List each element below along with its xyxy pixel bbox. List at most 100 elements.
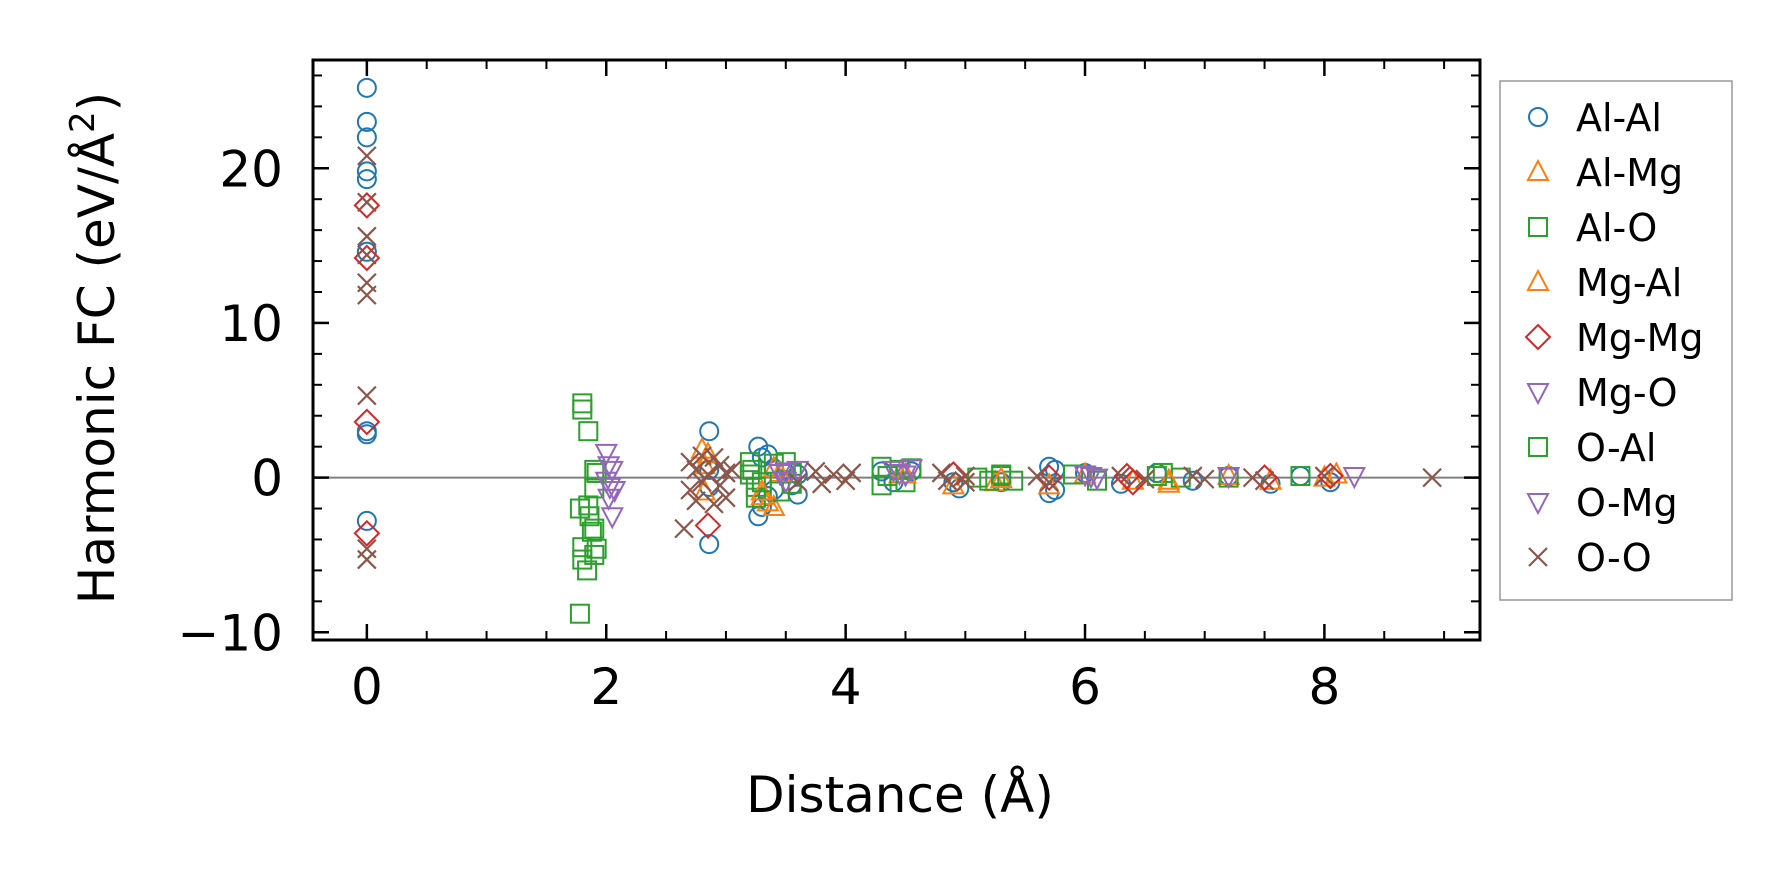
- data-point: [710, 475, 730, 496]
- data-point: [594, 443, 618, 467]
- data-point: [805, 461, 826, 482]
- data-point: [1073, 461, 1097, 484]
- data-point: [602, 480, 627, 504]
- data-point: [586, 538, 607, 559]
- data-point: [937, 470, 958, 491]
- data-point: [955, 472, 976, 493]
- legend-marker: [1526, 268, 1550, 291]
- legend-label: Al-Al: [1576, 96, 1662, 140]
- data-point: [680, 452, 700, 472]
- data-point: [823, 464, 844, 485]
- data-point: [356, 111, 377, 132]
- data-point: [1119, 468, 1147, 496]
- data-point: [357, 146, 377, 166]
- series-o-al: [578, 459, 1167, 565]
- data-point: [745, 487, 766, 508]
- data-point: [722, 460, 742, 480]
- data-point: [356, 241, 377, 262]
- data-point: [578, 421, 599, 442]
- legend-marker: [1526, 493, 1550, 516]
- legend-marker: [1526, 158, 1550, 181]
- data-point: [704, 494, 724, 514]
- data-point: [356, 127, 377, 148]
- data-point: [680, 480, 700, 500]
- data-point: [356, 510, 377, 531]
- data-point: [1027, 466, 1047, 486]
- legend-entry: O-Al: [1528, 426, 1656, 470]
- legend-label: Al-Mg: [1576, 151, 1683, 195]
- data-point: [787, 472, 808, 493]
- legend-marker: [1526, 383, 1550, 406]
- data-point: [1316, 462, 1344, 490]
- data-point: [716, 463, 736, 483]
- data-point: [572, 399, 593, 420]
- legend-label: Mg-Al: [1576, 261, 1682, 305]
- series-mg-o: [594, 443, 1366, 530]
- data-point: [716, 487, 736, 508]
- legend-entry: O-Mg: [1526, 481, 1678, 525]
- y-tick-label: 20: [219, 140, 283, 198]
- data-point: [674, 518, 694, 539]
- data-point: [357, 226, 377, 247]
- data-point: [1182, 466, 1203, 486]
- data-point: [1314, 466, 1335, 486]
- plot-content: [313, 77, 1480, 624]
- legend-entry: Al-Mg: [1526, 151, 1683, 195]
- x-tick-label: 4: [830, 658, 862, 716]
- x-tick-label: 0: [351, 658, 383, 716]
- data-point: [751, 472, 772, 493]
- data-point: [686, 491, 706, 511]
- x-tick-label: 6: [1069, 658, 1101, 716]
- legend-marker: [1528, 437, 1548, 457]
- data-point: [353, 408, 381, 436]
- data-point: [811, 474, 832, 494]
- data-point: [989, 465, 1013, 489]
- data-point: [762, 455, 786, 478]
- series-o-o: [357, 146, 1442, 570]
- data-point: [1045, 479, 1066, 500]
- data-point: [1063, 464, 1084, 485]
- data-point: [1111, 466, 1131, 486]
- data-point: [1290, 466, 1311, 487]
- axes-layer: 0 2 4 6 8 −10 0 10 20: [177, 58, 1482, 716]
- legend-entry: Mg-O: [1526, 371, 1678, 415]
- legend-label: Mg-O: [1576, 371, 1678, 415]
- data-point: [774, 462, 798, 485]
- data-point: [877, 466, 898, 487]
- series-mg-mg: [353, 191, 1344, 547]
- data-point: [572, 393, 593, 414]
- data-point: [579, 506, 600, 527]
- data-point: [1135, 469, 1155, 489]
- legend: Al-Al Al-Mg Al-O Mg-Al Mg-Mg Mg-O O-Al O-Mg O-O: [1499, 80, 1733, 601]
- data-point: [686, 460, 706, 480]
- data-point: [578, 495, 599, 516]
- data-point: [694, 512, 722, 539]
- y-tick-label: 10: [219, 295, 283, 353]
- data-point: [357, 192, 377, 213]
- legend-marker: [1524, 323, 1552, 351]
- data-point: [1157, 467, 1181, 490]
- data-point: [1216, 462, 1241, 486]
- data-point: [699, 534, 720, 555]
- data-point: [786, 460, 810, 484]
- data-point: [931, 463, 952, 483]
- legend-entry: Mg-Al: [1526, 261, 1682, 305]
- data-point: [835, 470, 856, 491]
- data-point: [841, 463, 862, 483]
- data-point: [955, 466, 976, 486]
- legend-label: O-Mg: [1576, 481, 1678, 525]
- data-point: [774, 471, 798, 494]
- data-point: [357, 285, 377, 305]
- data-point: [357, 538, 377, 559]
- legend-label: O-O: [1576, 536, 1652, 580]
- data-point: [1216, 467, 1241, 490]
- data-point: [991, 464, 1012, 485]
- data-point: [704, 447, 724, 468]
- x-tick-label: 8: [1308, 658, 1340, 716]
- y-axis-label-close: ): [68, 92, 126, 112]
- data-point: [356, 424, 377, 445]
- data-point: [357, 549, 377, 570]
- legend-entry: O-O: [1528, 536, 1652, 580]
- data-point: [356, 161, 377, 182]
